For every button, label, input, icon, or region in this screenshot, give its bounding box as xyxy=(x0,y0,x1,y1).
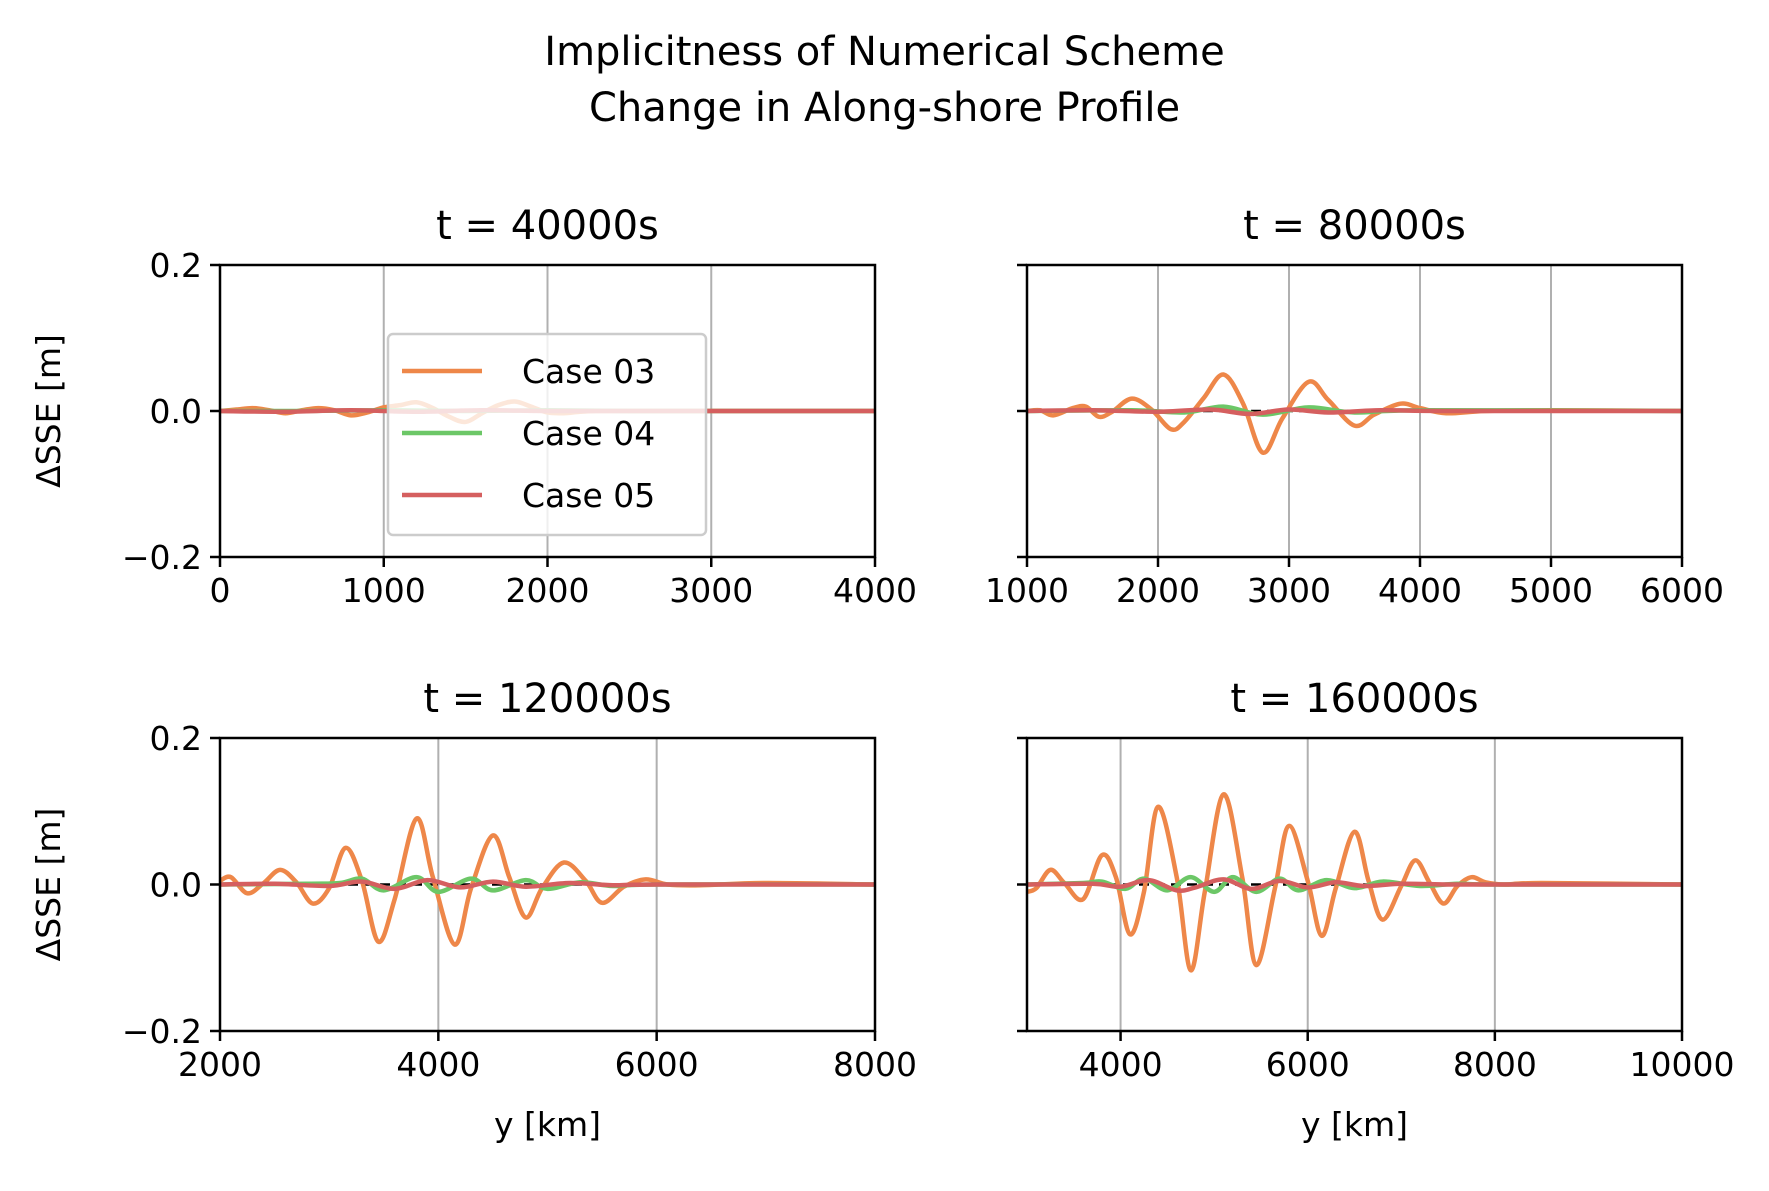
legend-box xyxy=(386,332,708,537)
legend-label: Case 03 xyxy=(522,352,655,391)
x-tick-label: 3000 xyxy=(1247,571,1331,610)
x-axis-label: y [km] xyxy=(1301,1105,1408,1144)
series-line-case-05 xyxy=(220,877,875,892)
x-tick-label: 8000 xyxy=(833,1045,917,1084)
y-tick-label: −0.2 xyxy=(122,538,202,577)
x-tick-label: 1000 xyxy=(985,571,1069,610)
y-tick-label: 0.2 xyxy=(150,719,202,758)
x-tick-label: 4000 xyxy=(396,1045,480,1084)
y-tick-label: 0.0 xyxy=(150,866,202,905)
y-tick-label: −0.2 xyxy=(122,1012,202,1051)
x-tick-label: 6000 xyxy=(615,1045,699,1084)
x-tick-label: 0 xyxy=(210,571,231,610)
x-axis-label: y [km] xyxy=(494,1105,601,1144)
series-line-case-05 xyxy=(1027,407,1682,417)
x-tick-label: 4000 xyxy=(1378,571,1462,610)
x-tick-label: 2000 xyxy=(178,1045,262,1084)
x-tick-label: 1000 xyxy=(342,571,426,610)
x-tick-label: 6000 xyxy=(1266,1045,1350,1084)
y-tick-label: 0.2 xyxy=(150,246,202,285)
x-tick-label: 6000 xyxy=(1640,571,1724,610)
legend-label: Case 05 xyxy=(522,476,655,515)
series-line-case-03 xyxy=(220,816,875,947)
panel-3: 2000 4000 6000 8000 −0.2 0.0 0.2 t = 120000s y [… xyxy=(29,676,917,1144)
y-axis-label: ΔSSE [m] xyxy=(29,808,68,962)
figure-title-line-1: Implicitness of Numerical Scheme xyxy=(544,29,1225,75)
panel-title: t = 160000s xyxy=(1230,676,1478,722)
figure-title-line-2: Change in Along-shore Profile xyxy=(588,85,1181,131)
x-tick-label: 2000 xyxy=(1116,571,1200,610)
legend: Case 03 Case 04 Case 05 xyxy=(386,332,708,537)
series-line-case-05 xyxy=(1027,877,1682,893)
panel-4: 4000 6000 8000 10000 t = 160000s y [km] xyxy=(1017,676,1734,1144)
panel-title: t = 40000s xyxy=(436,203,659,249)
x-tick-label: 8000 xyxy=(1453,1045,1537,1084)
x-tick-label: 5000 xyxy=(1509,571,1593,610)
x-tick-label: 3000 xyxy=(669,571,753,610)
legend-label: Case 04 xyxy=(522,414,655,453)
panel-title: t = 80000s xyxy=(1243,203,1466,249)
x-tick-label: 10000 xyxy=(1630,1045,1735,1084)
x-tick-label: 2000 xyxy=(506,571,590,610)
y-axis-label: ΔSSE [m] xyxy=(29,334,68,488)
panel-2: 1000 2000 3000 4000 5000 6000 t = 80000s xyxy=(985,203,1724,610)
series-line-case-03 xyxy=(1027,792,1682,973)
panel-title: t = 120000s xyxy=(423,676,671,722)
x-tick-label: 4000 xyxy=(1079,1045,1163,1084)
y-tick-label: 0.0 xyxy=(150,392,202,431)
x-tick-label: 4000 xyxy=(833,571,917,610)
